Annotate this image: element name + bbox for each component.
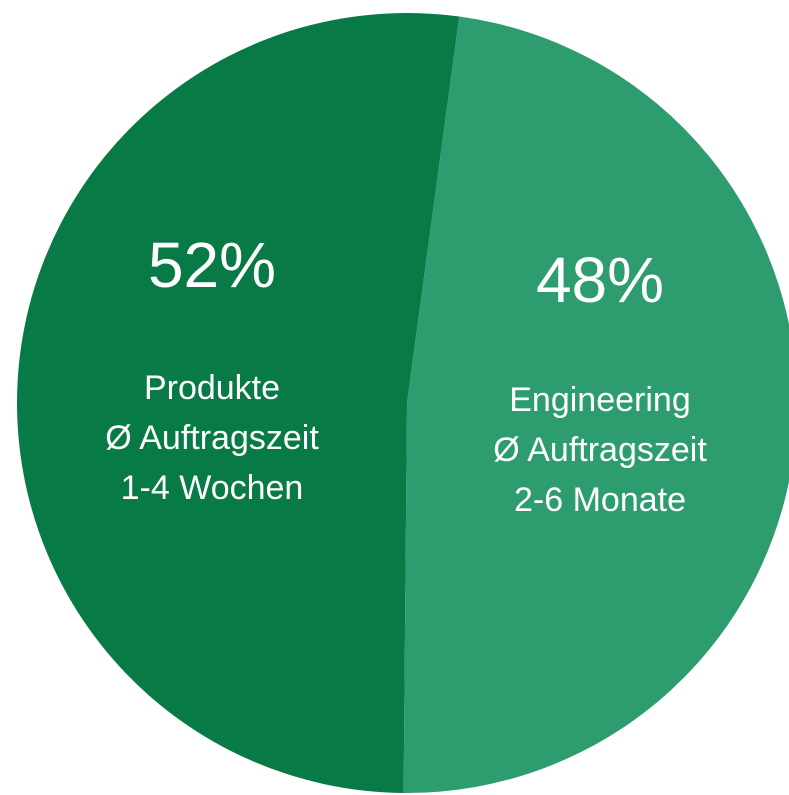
category-label: Engineering [509,381,690,419]
pie-slice [403,16,789,793]
value-label: 52% [148,229,276,301]
category-label: Ø Auftragszeit [493,431,707,469]
pie-slice [17,13,460,793]
category-label: 2-6 Monate [514,481,686,519]
category-label: 1-4 Wochen [121,469,304,507]
value-label: 48% [536,244,664,316]
category-label: Ø Auftragszeit [105,419,319,457]
category-label: Produkte [144,369,280,407]
